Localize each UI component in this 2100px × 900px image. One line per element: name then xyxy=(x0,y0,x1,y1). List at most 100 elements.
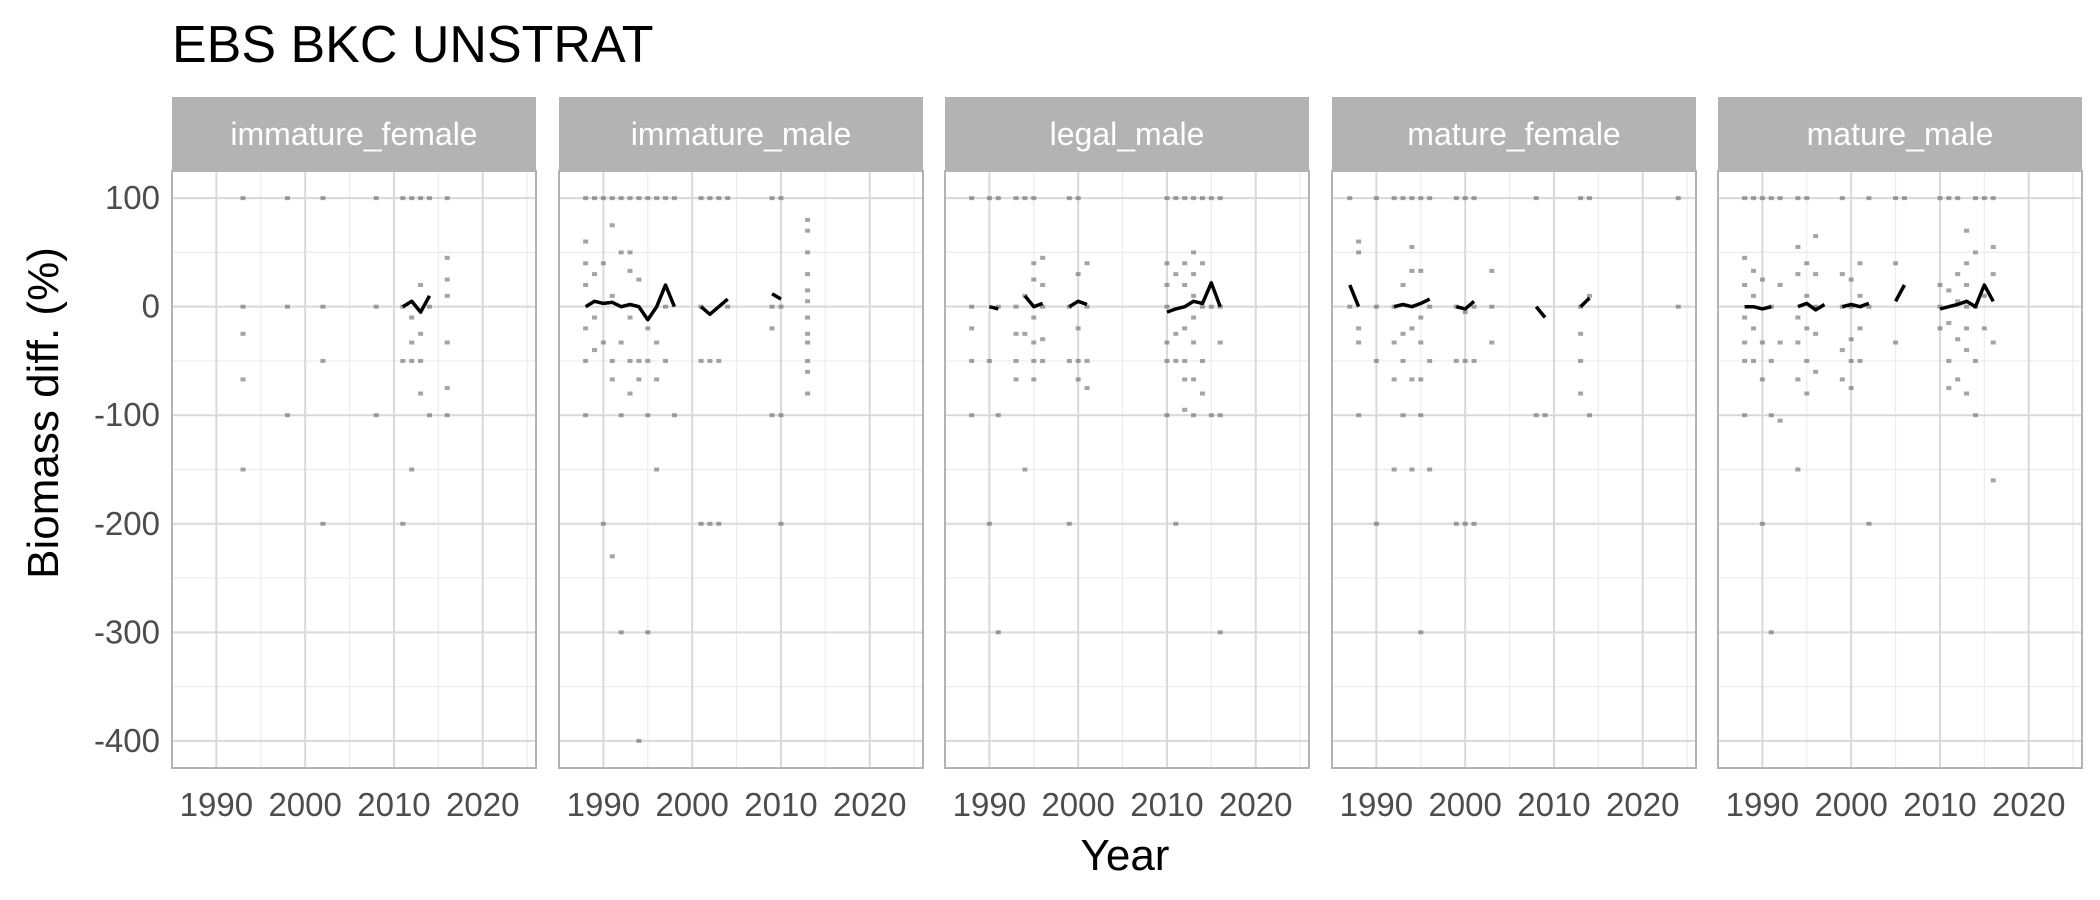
data-point xyxy=(373,196,379,201)
data-point xyxy=(1471,304,1477,309)
data-point xyxy=(778,521,784,526)
data-point xyxy=(1964,304,1970,309)
data-point xyxy=(583,196,589,201)
data-point xyxy=(1990,340,1996,345)
data-point xyxy=(627,250,633,255)
data-point xyxy=(444,255,450,260)
data-point xyxy=(1751,293,1757,298)
data-point xyxy=(1013,304,1019,309)
data-point xyxy=(1391,467,1397,472)
data-point xyxy=(1759,340,1765,345)
data-point xyxy=(654,196,660,201)
data-point xyxy=(1839,196,1845,201)
data-point xyxy=(778,413,784,418)
data-point xyxy=(1031,261,1037,266)
data-point xyxy=(1075,196,1081,201)
data-point xyxy=(426,196,432,201)
panel-border xyxy=(1331,170,1697,769)
data-point xyxy=(1400,413,1406,418)
data-point xyxy=(1462,358,1468,363)
data-point xyxy=(1586,196,1592,201)
data-point xyxy=(1164,196,1170,201)
data-point xyxy=(645,630,651,635)
data-point xyxy=(609,554,615,559)
data-point xyxy=(805,217,811,222)
data-point xyxy=(1533,196,1539,201)
data-point xyxy=(969,304,975,309)
data-point xyxy=(1173,521,1179,526)
data-point xyxy=(1391,340,1397,345)
data-point xyxy=(1075,272,1081,277)
data-point xyxy=(1578,391,1584,396)
y-tick-label: -200 xyxy=(94,505,160,542)
data-point xyxy=(1400,282,1406,287)
data-point xyxy=(716,521,722,526)
data-point xyxy=(1471,358,1477,363)
data-point xyxy=(1418,196,1424,201)
data-point xyxy=(1751,326,1757,331)
data-point xyxy=(1418,268,1424,273)
data-point xyxy=(1759,521,1765,526)
data-point xyxy=(1839,304,1845,309)
data-point xyxy=(1813,272,1819,277)
data-point xyxy=(1173,331,1179,336)
facet-panel-immature-female: immature_female 1990 2000 2010 2020 xyxy=(171,97,537,823)
data-point xyxy=(1391,377,1397,382)
data-point xyxy=(609,223,615,228)
data-point xyxy=(725,196,731,201)
x-tick-label: 2020 xyxy=(1219,786,1292,823)
data-point xyxy=(600,521,606,526)
data-point xyxy=(1040,337,1046,342)
mean-line xyxy=(699,297,729,317)
data-point xyxy=(1418,630,1424,635)
data-point xyxy=(600,340,606,345)
data-point xyxy=(1848,358,1854,363)
x-tick-label: 2020 xyxy=(446,786,519,823)
data-point xyxy=(1217,340,1223,345)
data-point xyxy=(636,358,642,363)
mean-line xyxy=(1939,283,1995,311)
data-point xyxy=(1857,326,1863,331)
data-point xyxy=(654,340,660,345)
data-point xyxy=(1191,196,1197,201)
data-point xyxy=(1199,304,1205,309)
data-point xyxy=(1990,478,1996,483)
data-point xyxy=(1373,521,1379,526)
mean-line xyxy=(988,305,999,311)
facet-panels: 100 0 -100 -200 -300 -400 immature_female 1990 2… xyxy=(94,97,2083,823)
data-point xyxy=(426,413,432,418)
data-point xyxy=(1356,340,1362,345)
data-point xyxy=(1972,250,1978,255)
data-point xyxy=(1066,358,1072,363)
data-point xyxy=(373,304,379,309)
facet-panel-mature-female: mature_female 1990 2000 2010 2020 xyxy=(1331,97,1697,823)
data-point xyxy=(583,413,589,418)
data-point xyxy=(995,413,1001,418)
data-point xyxy=(1031,196,1037,201)
data-point xyxy=(1804,261,1810,266)
data-point xyxy=(645,358,651,363)
data-point xyxy=(1742,315,1748,320)
data-point xyxy=(1937,196,1943,201)
data-point xyxy=(1964,282,1970,287)
facet-strip-label: immature_female xyxy=(230,116,477,152)
data-point xyxy=(444,386,450,391)
data-point xyxy=(1795,340,1801,345)
data-point xyxy=(400,521,406,526)
x-tick-label: 2000 xyxy=(1428,786,1501,823)
data-point xyxy=(1453,521,1459,526)
data-point xyxy=(1795,272,1801,277)
data-point xyxy=(1848,304,1854,309)
x-tick-label: 2000 xyxy=(655,786,728,823)
data-point xyxy=(1857,358,1863,363)
data-point xyxy=(1084,386,1090,391)
data-point xyxy=(284,304,290,309)
data-point xyxy=(1462,521,1468,526)
data-point xyxy=(444,413,450,418)
data-point xyxy=(1972,196,1978,201)
data-point xyxy=(583,326,589,331)
data-point xyxy=(1937,304,1943,309)
data-point xyxy=(1347,304,1353,309)
data-point xyxy=(645,413,651,418)
data-point xyxy=(1759,277,1765,282)
